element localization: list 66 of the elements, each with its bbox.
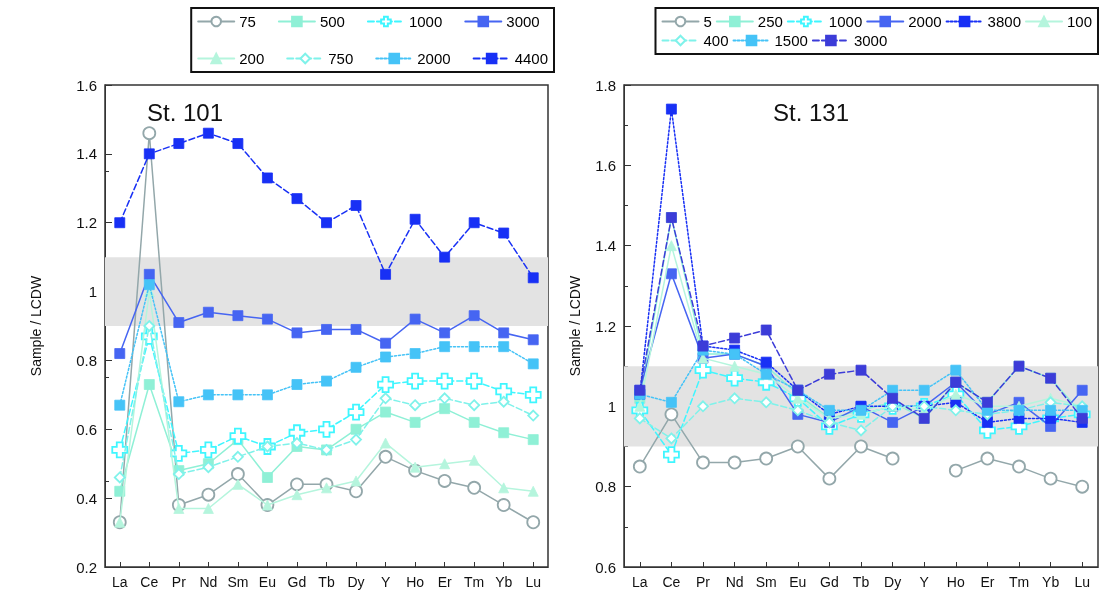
x-tick-label: Tm — [464, 574, 485, 590]
legend-label: 3800 — [987, 13, 1021, 30]
x-tick-label: Eu — [258, 574, 276, 590]
x-tick-label: Yb — [1042, 574, 1060, 590]
y-tick-label: 0.6 — [76, 420, 97, 438]
x-tick-label: Gd — [287, 574, 307, 590]
y-axis-title: Sample / LCDW — [28, 275, 44, 377]
y-tick-label: 1.4 — [595, 237, 616, 255]
x-tick-label: Nd — [199, 574, 218, 590]
x-tick-label: Nd — [725, 574, 744, 590]
y-tick-label: 0.4 — [76, 489, 97, 507]
legend-label: 3000 — [506, 13, 540, 30]
y-tick-label: 0.8 — [595, 478, 616, 496]
y-tick-label: 0.8 — [76, 351, 97, 369]
x-tick-label: Dy — [347, 574, 365, 590]
x-tick-label: Gd — [820, 574, 839, 590]
y-tick-label: 1.2 — [76, 214, 97, 232]
legend-label: 100 — [1066, 13, 1092, 30]
legend-label: 1000 — [828, 13, 863, 30]
y-tick-label: 1.6 — [595, 156, 616, 174]
x-tick-label: Ho — [406, 574, 425, 590]
legend-label: 400 — [703, 32, 729, 49]
legend-label: 75 — [239, 13, 256, 30]
x-tick-label: Lu — [525, 574, 542, 590]
x-tick-label: Pr — [696, 574, 711, 590]
y-tick-label: 1 — [88, 283, 97, 301]
legend-label: 500 — [319, 13, 345, 30]
legend-label: 5 — [703, 13, 712, 30]
legend-label: 2000 — [417, 50, 451, 67]
legend-label: 1500 — [774, 32, 808, 49]
x-tick-label: Pr — [171, 574, 187, 590]
x-tick-label: Tm — [1008, 574, 1030, 590]
x-tick-label: Ce — [662, 574, 681, 590]
x-tick-label: Ce — [140, 574, 159, 590]
x-tick-label: Er — [980, 574, 995, 590]
text: St. 101 — [147, 98, 224, 126]
x-tick-label: Tb — [318, 574, 335, 590]
text: St. 131 — [773, 98, 850, 126]
x-tick-label: Yb — [495, 574, 513, 590]
y-tick-label: 1.6 — [76, 76, 97, 94]
y-tick-label: 0.2 — [76, 558, 97, 576]
legend-label: 200 — [239, 50, 265, 67]
x-tick-label: Er — [437, 574, 452, 590]
x-tick-label: Sm — [227, 574, 249, 590]
y-axis-title: Sample / LCDW — [567, 275, 583, 377]
x-tick-label: Ho — [946, 574, 965, 590]
y-tick-label: 0.6 — [595, 558, 616, 576]
legend-label: 3000 — [853, 32, 888, 49]
legend-label: 750 — [328, 50, 354, 67]
x-tick-label: Tb — [852, 574, 870, 590]
x-tick-label: Eu — [789, 574, 807, 590]
y-tick-label: 1.2 — [595, 317, 616, 335]
x-tick-label: La — [632, 574, 648, 590]
x-tick-label: Y — [380, 574, 391, 590]
legend-label: 250 — [757, 13, 783, 30]
y-tick-label: 1 — [607, 397, 616, 415]
legend-label: 4400 — [514, 50, 549, 67]
x-tick-label: Y — [919, 574, 930, 590]
x-tick-label: La — [111, 574, 128, 590]
x-tick-label: Dy — [884, 574, 902, 590]
y-tick-label: 1.4 — [76, 145, 97, 163]
x-tick-label: Lu — [1074, 574, 1090, 590]
legend-label: 1000 — [408, 13, 443, 30]
y-tick-label: 1.8 — [595, 76, 616, 94]
legend-label: 2000 — [908, 13, 942, 30]
x-tick-label: Sm — [755, 574, 777, 590]
